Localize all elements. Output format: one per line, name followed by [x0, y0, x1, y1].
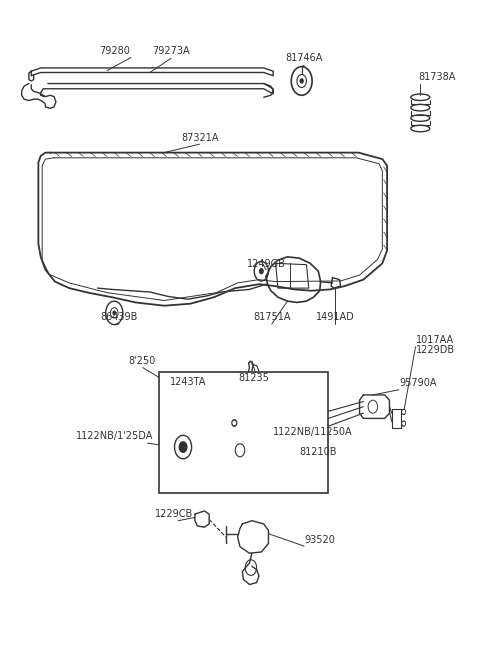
- Circle shape: [113, 311, 116, 315]
- Text: 79273A: 79273A: [152, 46, 190, 57]
- Circle shape: [260, 269, 263, 273]
- Text: 1491AD: 1491AD: [315, 312, 354, 322]
- Circle shape: [300, 79, 303, 83]
- Text: 1249GB: 1249GB: [247, 259, 286, 269]
- Circle shape: [179, 442, 187, 452]
- Text: 86439B: 86439B: [100, 312, 138, 322]
- Bar: [159, 372, 328, 493]
- Text: 1229DB: 1229DB: [416, 344, 455, 355]
- Circle shape: [402, 421, 406, 426]
- Text: 1243TA: 1243TA: [169, 377, 206, 387]
- Text: 81738A: 81738A: [418, 72, 456, 82]
- Text: 81235: 81235: [239, 373, 270, 383]
- Circle shape: [232, 420, 237, 426]
- Text: 1017AA: 1017AA: [416, 336, 454, 346]
- Text: 1122NB/1'25DA: 1122NB/1'25DA: [76, 430, 154, 441]
- Text: 95790A: 95790A: [399, 378, 436, 388]
- Circle shape: [402, 409, 406, 415]
- Text: 8'250: 8'250: [129, 355, 156, 366]
- Text: 93520: 93520: [304, 535, 335, 545]
- Text: 79280: 79280: [99, 46, 130, 57]
- Circle shape: [403, 411, 405, 413]
- Text: 1122NB/11250A: 1122NB/11250A: [273, 426, 353, 437]
- Text: 87321A: 87321A: [181, 133, 218, 143]
- Text: 81746A: 81746A: [286, 53, 323, 63]
- Circle shape: [233, 421, 236, 424]
- Text: 1229CB: 1229CB: [155, 509, 193, 519]
- Text: 81210B: 81210B: [300, 447, 337, 457]
- Text: 81751A: 81751A: [253, 312, 290, 322]
- Circle shape: [403, 422, 405, 425]
